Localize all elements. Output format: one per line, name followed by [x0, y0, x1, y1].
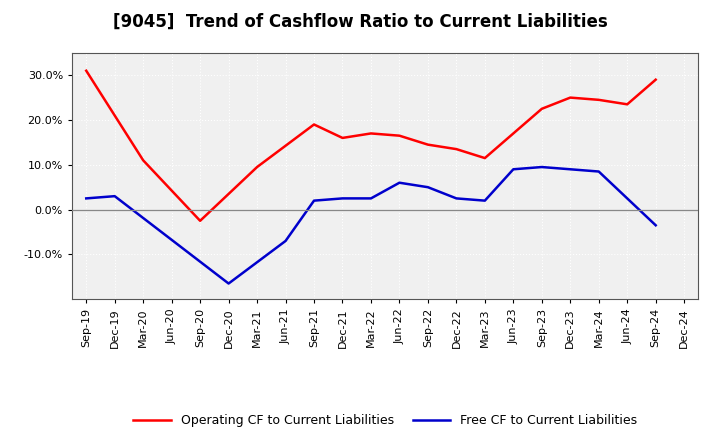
- Free CF to Current Liabilities: [338, 196, 347, 201]
- Operating CF to Current Liabilities: [566, 95, 575, 100]
- Operating CF to Current Liabilities: [196, 218, 204, 224]
- Operating CF to Current Liabilities: [82, 68, 91, 73]
- Operating CF to Current Liabilities: [480, 155, 489, 161]
- Free CF to Current Liabilities: [509, 167, 518, 172]
- Free CF to Current Liabilities: [452, 196, 461, 201]
- Operating CF to Current Liabilities: [139, 158, 148, 163]
- Operating CF to Current Liabilities: [338, 135, 347, 140]
- Operating CF to Current Liabilities: [395, 133, 404, 138]
- Free CF to Current Liabilities: [652, 223, 660, 228]
- Free CF to Current Liabilities: [82, 196, 91, 201]
- Free CF to Current Liabilities: [537, 165, 546, 170]
- Free CF to Current Liabilities: [282, 238, 290, 244]
- Free CF to Current Liabilities: [225, 281, 233, 286]
- Operating CF to Current Liabilities: [423, 142, 432, 147]
- Operating CF to Current Liabilities: [366, 131, 375, 136]
- Operating CF to Current Liabilities: [595, 97, 603, 103]
- Free CF to Current Liabilities: [423, 184, 432, 190]
- Operating CF to Current Liabilities: [652, 77, 660, 82]
- Operating CF to Current Liabilities: [452, 147, 461, 152]
- Free CF to Current Liabilities: [310, 198, 318, 203]
- Operating CF to Current Liabilities: [537, 106, 546, 111]
- Operating CF to Current Liabilities: [253, 165, 261, 170]
- Free CF to Current Liabilities: [395, 180, 404, 185]
- Free CF to Current Liabilities: [595, 169, 603, 174]
- Operating CF to Current Liabilities: [623, 102, 631, 107]
- Free CF to Current Liabilities: [110, 194, 119, 199]
- Text: [9045]  Trend of Cashflow Ratio to Current Liabilities: [9045] Trend of Cashflow Ratio to Curren…: [112, 13, 608, 31]
- Free CF to Current Liabilities: [366, 196, 375, 201]
- Line: Operating CF to Current Liabilities: Operating CF to Current Liabilities: [86, 71, 656, 221]
- Free CF to Current Liabilities: [480, 198, 489, 203]
- Legend: Operating CF to Current Liabilities, Free CF to Current Liabilities: Operating CF to Current Liabilities, Fre…: [128, 409, 642, 432]
- Operating CF to Current Liabilities: [310, 122, 318, 127]
- Line: Free CF to Current Liabilities: Free CF to Current Liabilities: [86, 167, 656, 283]
